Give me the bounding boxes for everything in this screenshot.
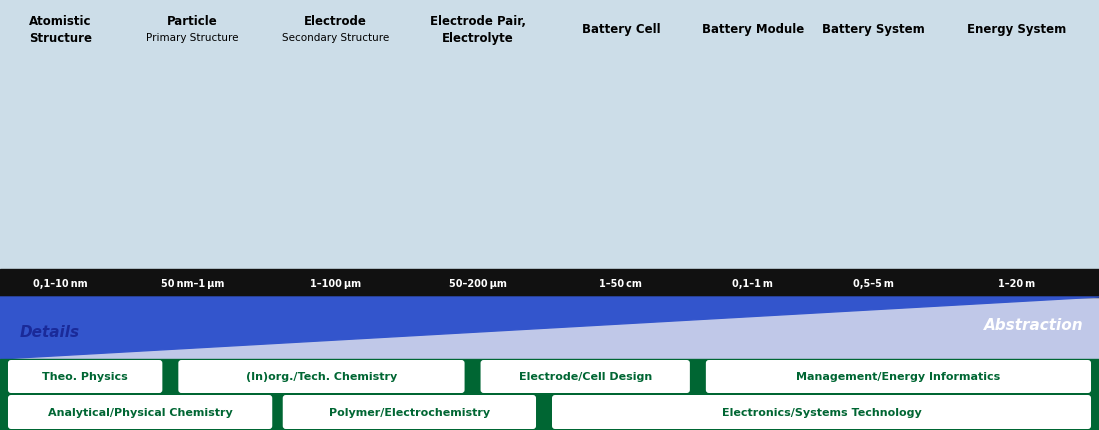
FancyBboxPatch shape [552, 395, 1091, 429]
Text: Energy System: Energy System [967, 23, 1066, 36]
Text: Atomistic: Atomistic [30, 15, 91, 28]
Text: Electrode Pair,: Electrode Pair, [430, 15, 526, 28]
Text: Primary Structure: Primary Structure [146, 33, 238, 43]
Text: 50–200 μm: 50–200 μm [449, 278, 507, 289]
Bar [0, 297, 1099, 359]
Bar [0, 269, 1099, 297]
Text: Battery System: Battery System [822, 23, 925, 36]
FancyBboxPatch shape [8, 395, 273, 429]
Text: Electrode/Cell Design: Electrode/Cell Design [519, 372, 652, 381]
Text: 0,1–1 m: 0,1–1 m [732, 278, 774, 289]
FancyBboxPatch shape [480, 360, 690, 393]
Bar [0, 359, 1099, 394]
Polygon shape [0, 297, 1099, 359]
Text: 1–20 m: 1–20 m [998, 278, 1035, 289]
Text: Management/Energy Informatics: Management/Energy Informatics [797, 372, 1000, 381]
Text: 0,5–5 m: 0,5–5 m [853, 278, 895, 289]
Text: 1–50 cm: 1–50 cm [599, 278, 643, 289]
Text: 1–100 μm: 1–100 μm [310, 278, 360, 289]
Text: Particle: Particle [167, 15, 218, 28]
Text: Secondary Structure: Secondary Structure [281, 33, 389, 43]
Text: Polymer/Electrochemistry: Polymer/Electrochemistry [329, 407, 490, 417]
Text: Structure: Structure [29, 31, 92, 44]
Bar [0, 0, 1099, 269]
Text: Electronics/Systems Technology: Electronics/Systems Technology [722, 407, 921, 417]
Text: 50 nm–1 μm: 50 nm–1 μm [160, 278, 224, 289]
Text: Electrode: Electrode [303, 15, 367, 28]
Text: (In)org./Tech. Chemistry: (In)org./Tech. Chemistry [246, 372, 397, 381]
FancyBboxPatch shape [706, 360, 1091, 393]
Text: Abstraction: Abstraction [985, 318, 1084, 333]
Text: 0,1–10 nm: 0,1–10 nm [33, 278, 88, 289]
FancyBboxPatch shape [178, 360, 465, 393]
Text: Battery Module: Battery Module [701, 23, 804, 36]
Text: Theo. Physics: Theo. Physics [42, 372, 129, 381]
Text: Analytical/Physical Chemistry: Analytical/Physical Chemistry [47, 407, 233, 417]
Text: Details: Details [20, 324, 80, 339]
Text: Battery Cell: Battery Cell [581, 23, 660, 36]
FancyBboxPatch shape [282, 395, 536, 429]
Text: Electrolyte: Electrolyte [442, 31, 514, 44]
FancyBboxPatch shape [8, 360, 163, 393]
Bar [0, 394, 1099, 430]
